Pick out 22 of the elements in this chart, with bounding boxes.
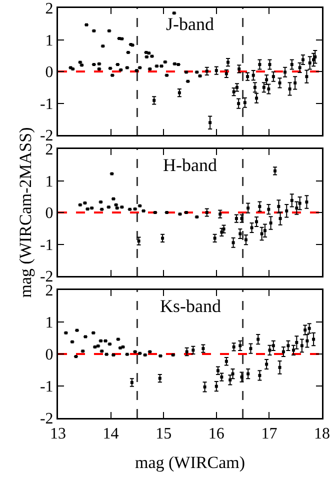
x-axis-title: mag (WIRCam): [135, 452, 245, 472]
y-tick-label: -1: [40, 236, 54, 254]
x-tick-label: 17: [261, 426, 278, 443]
x-tick-label: 15: [156, 426, 172, 443]
x-tick-label: 16: [208, 426, 224, 443]
x-tick-label: 13: [50, 426, 66, 443]
y-tick-label: 1: [45, 314, 54, 332]
y-tick-label: -1: [40, 96, 54, 113]
y-tick-label: 2: [45, 0, 54, 18]
y-tick-label: 0: [45, 64, 54, 82]
annotation: Ks-band: [160, 296, 221, 316]
y-tick-label: 1: [45, 32, 54, 50]
y-tick-label: 1: [45, 173, 54, 190]
x-tick-label: 18: [314, 426, 330, 443]
y-tick-label: 0: [45, 346, 54, 364]
x-tick-label: 14: [102, 426, 119, 443]
y-tick-label: -1: [40, 378, 54, 396]
y-tick-label: 0: [45, 205, 54, 222]
y-axis-title: mag (WIRCam-2MASS): [16, 127, 35, 298]
annotation: H-band: [163, 155, 217, 175]
annotation: J-band: [166, 14, 214, 34]
y-tick-label: -2: [40, 410, 54, 428]
